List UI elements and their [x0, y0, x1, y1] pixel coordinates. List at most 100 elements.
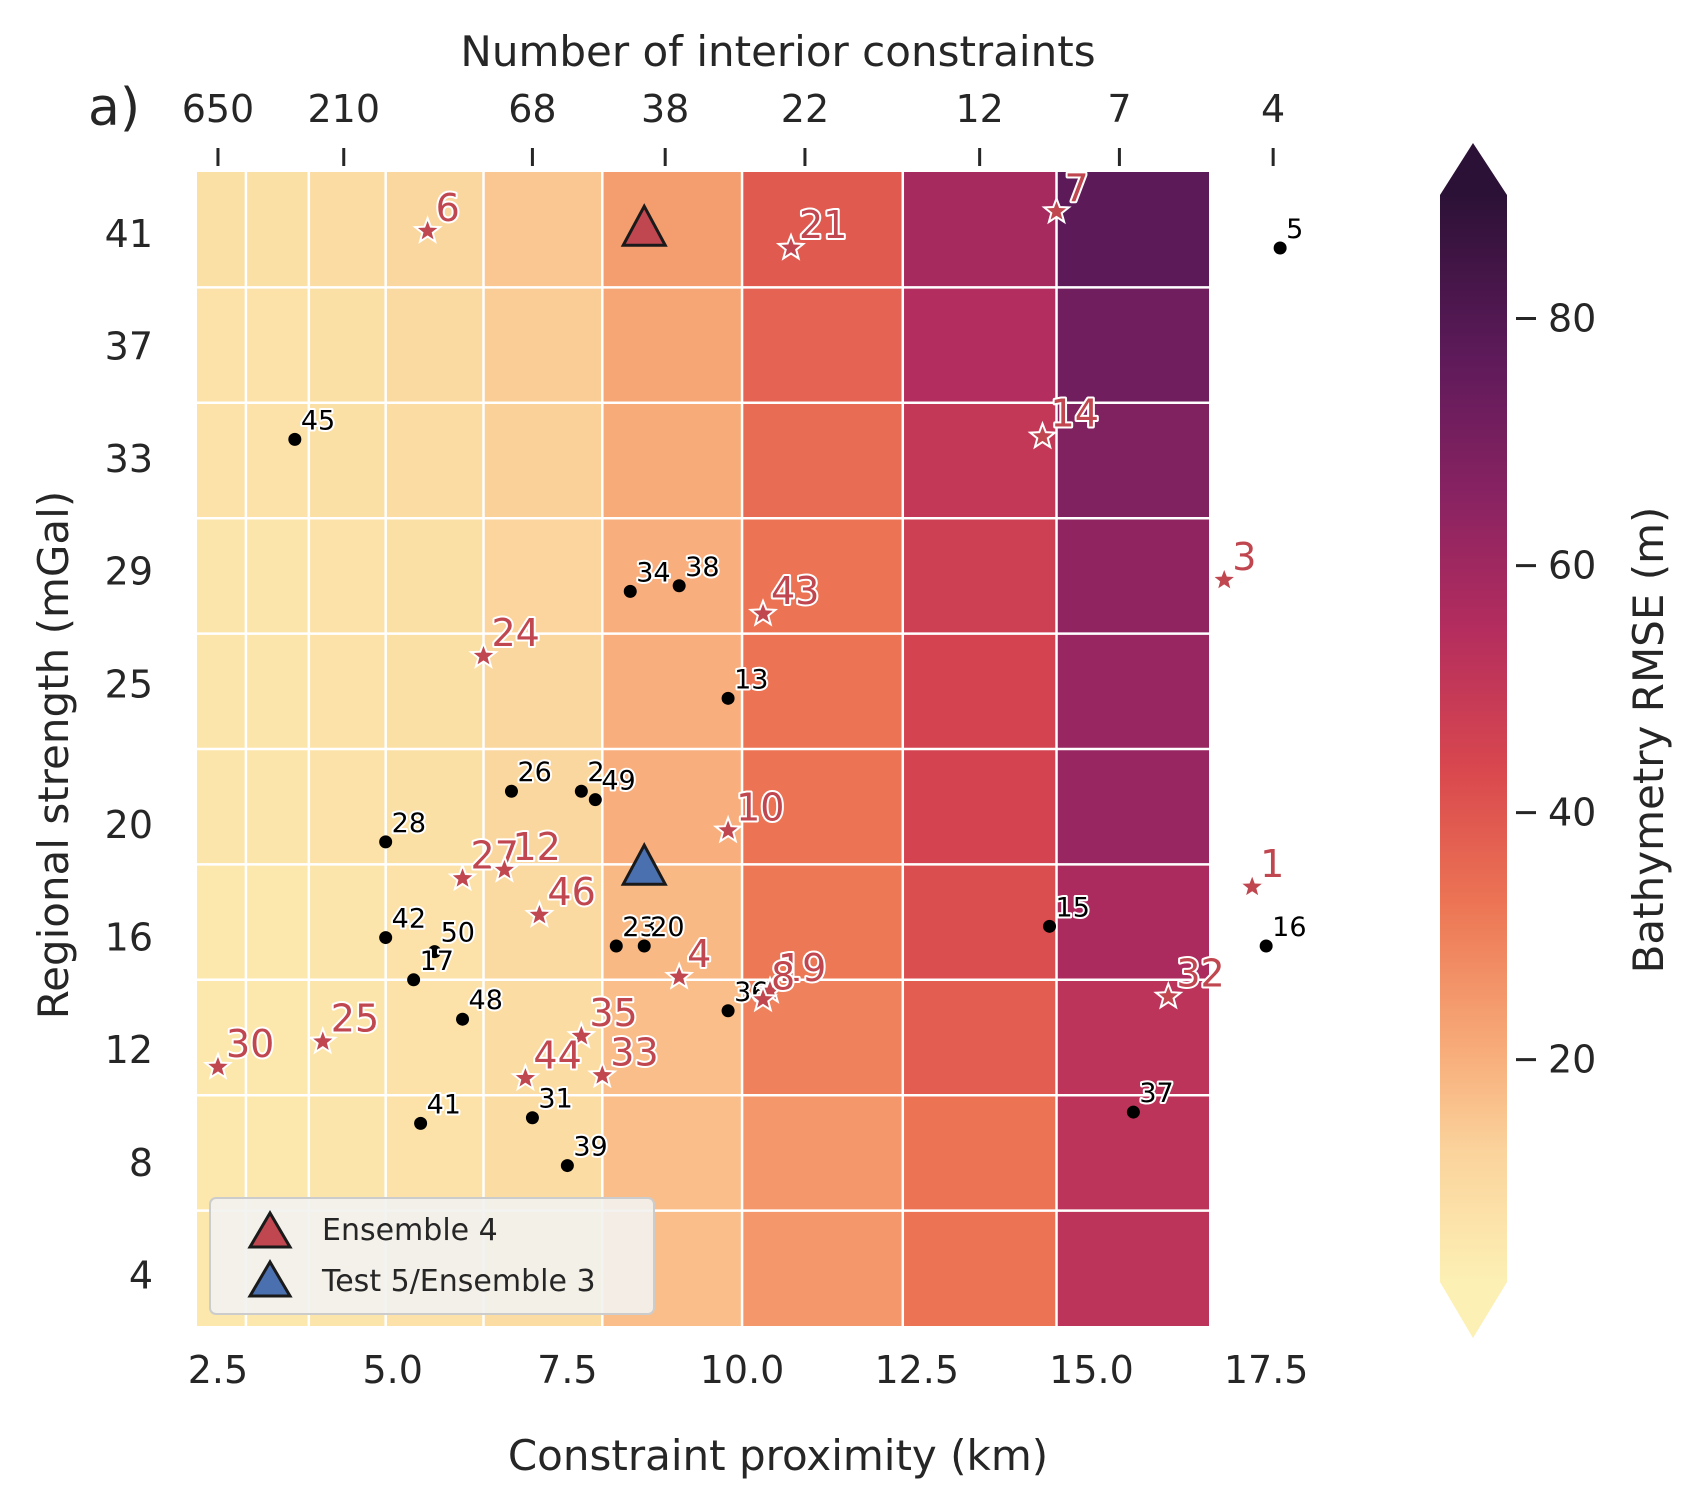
- triangle-markers: [620, 203, 668, 886]
- x-tick-label: 15.0: [1049, 1348, 1134, 1392]
- point-label: 5: [1286, 214, 1303, 245]
- point-label: 39: [573, 1132, 607, 1163]
- heatmap-cell: [483, 1095, 603, 1211]
- heatmap-cell: [1056, 172, 1211, 288]
- colorbar-top-extension: [1440, 143, 1507, 195]
- y-tick-label: 29: [105, 550, 153, 594]
- heatmap-cell: [902, 979, 1057, 1096]
- point-label: 42: [392, 904, 426, 935]
- point-label: 20: [650, 912, 684, 943]
- y-tick-label: 20: [105, 803, 153, 847]
- point-dot: [609, 939, 623, 953]
- heatmap-cell: [483, 287, 603, 403]
- y-tick-label: 16: [105, 916, 153, 960]
- colorbar-tick-label: 80: [1548, 297, 1596, 341]
- panel-label: a): [88, 78, 140, 138]
- colorbar: 20 40 60 80 Bathymetry RMSE (m): [1440, 143, 1673, 1338]
- top-tick-label: 38: [641, 87, 689, 131]
- x-tick-label: 10.0: [700, 1348, 785, 1392]
- heatmap-cell: [245, 979, 309, 1096]
- legend-box: [209, 1197, 655, 1315]
- heatmap-cell: [1056, 633, 1211, 749]
- point-label: 17: [420, 946, 454, 977]
- bottom-x-axis: 2.5 5.0 7.5 10.0 12.5 15.0 17.5: [188, 1348, 1309, 1392]
- y-tick-label: 4: [129, 1253, 153, 1297]
- heatmap-cell: [308, 1095, 386, 1211]
- legend: Ensemble 4 Test 5/Ensemble 3: [209, 1197, 655, 1315]
- top-tick-label: 68: [508, 87, 556, 131]
- star-label: 12: [512, 825, 560, 869]
- heatmap-cell: [245, 1095, 309, 1211]
- point-label: 28: [392, 808, 426, 839]
- star-marker: [712, 814, 744, 844]
- point-dot: [1126, 1105, 1140, 1119]
- star-marker: [307, 1025, 338, 1055]
- point-dot: [288, 432, 302, 446]
- heatmap-cell: [308, 287, 386, 403]
- heatmap-cell: [602, 749, 743, 865]
- heatmap-cell: [197, 287, 246, 403]
- star-marker: [1237, 871, 1268, 900]
- heatmap-cell: [742, 172, 903, 288]
- heatmap-cell: [385, 518, 484, 634]
- triangle-marker: [620, 203, 668, 247]
- star-marker: [748, 983, 779, 1013]
- star-label: 14: [1051, 392, 1099, 436]
- top-tick-label: 4: [1261, 87, 1285, 131]
- heatmap-cell: [742, 633, 903, 749]
- x-tick-label: 5.0: [362, 1348, 422, 1392]
- legend-label-ensemble-4: Ensemble 4: [322, 1213, 498, 1248]
- star-marker: [524, 899, 555, 928]
- heatmap-cell: [197, 749, 246, 865]
- point-dot: [414, 1116, 428, 1130]
- star-marker: [447, 862, 478, 892]
- point-dot: [407, 973, 421, 987]
- heatmap-cell: [385, 1095, 484, 1211]
- point-dot: [623, 584, 637, 598]
- star-label: 25: [331, 997, 379, 1041]
- point-dot: [504, 784, 518, 798]
- star-label: 46: [547, 870, 595, 914]
- heatmap-cell: [742, 287, 903, 403]
- heatmap-cell: [308, 402, 386, 519]
- point-dot: [428, 945, 442, 959]
- point-dot: [1043, 919, 1057, 933]
- star-label: 3: [1232, 535, 1256, 579]
- star-label: 24: [492, 611, 540, 655]
- point-dot: [637, 939, 651, 953]
- top-tick-label: 12: [955, 87, 1003, 131]
- point-dot: [560, 1159, 574, 1173]
- heatmap-cell: [483, 749, 603, 865]
- point-label: 23: [622, 912, 656, 943]
- colorbar-tick-label: 20: [1548, 1038, 1596, 1082]
- heatmap-cell: [602, 1095, 743, 1211]
- heatmap-cell: [1056, 287, 1211, 403]
- point-label: 26: [517, 757, 551, 788]
- y-tick-label: 8: [129, 1141, 153, 1185]
- heatmap-cell: [602, 633, 743, 749]
- star-label: 32: [1176, 952, 1224, 996]
- star-label: 4: [687, 932, 711, 976]
- star-marker: [775, 232, 806, 261]
- top-tick-label: 7: [1107, 87, 1131, 131]
- point-dot: [721, 1004, 735, 1018]
- star-marker: [1027, 420, 1058, 450]
- point-label: 34: [636, 557, 670, 588]
- top-x-axis: 650 210 68 38 22 12 7 4: [182, 87, 1285, 166]
- colorbar-ticks: 20 40 60 80: [1516, 297, 1596, 1082]
- point-label: 15: [1056, 892, 1090, 923]
- heatmap-cell: [902, 864, 1057, 980]
- heatmap-cell: [902, 172, 1057, 288]
- y-tick-label: 12: [105, 1028, 153, 1072]
- point-dot: [1273, 241, 1287, 255]
- heatmap-cell: [245, 749, 309, 865]
- heatmap-cell: [742, 864, 903, 980]
- y-tick-label: 37: [105, 325, 153, 369]
- colorbar-tick-label: 60: [1548, 544, 1596, 588]
- y-axis: 4 8 12 16 20 25 29 33 37 41: [105, 212, 153, 1297]
- star-label: 30: [226, 1022, 274, 1066]
- star-marker: [202, 1051, 233, 1080]
- heatmap-cell: [245, 172, 309, 288]
- heatmap-cell: [308, 633, 386, 749]
